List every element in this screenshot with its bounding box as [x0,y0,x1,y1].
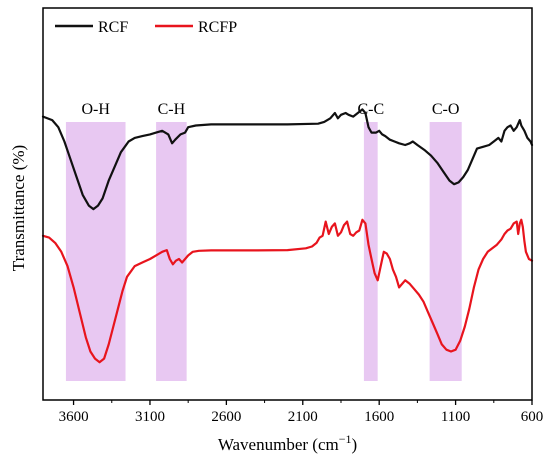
x-tick-label-2100: 2100 [288,409,318,425]
x-tick-label-600: 600 [521,409,544,425]
x-tick-label-2600: 2600 [211,409,241,425]
x-tick-label-3100: 3100 [135,409,165,425]
plot-frame [42,7,533,401]
band-label-o-h: O-H [82,101,111,118]
x-tick-label-3600: 3600 [59,409,89,425]
x-tick-label-1600: 1600 [364,409,394,425]
band-labels: O-H C-H C-C C-O [82,101,460,118]
band-label-c-h: C-H [158,101,186,118]
x-tick-label-1100: 1100 [441,409,470,425]
highlight-bands [65,122,462,381]
band-label-c-o: C-O [432,101,460,118]
legend-label-rcf: RCF [98,19,128,36]
series-line-rcfp [41,218,534,364]
band-label-c-c: C-C [357,101,384,118]
x-axis-ticks: 3600 3100 2600 2100 1600 1100 600 [59,400,544,425]
plot-lines [41,108,534,364]
x-axis-title: Wavenumber (cm−1) [218,432,357,454]
series-line-rcf [41,108,534,211]
y-axis-title: Transmittance (%) [9,145,28,271]
band-c-o [429,122,462,381]
legend: RCF RCFP [55,19,237,36]
legend-label-rcfp: RCFP [198,19,237,36]
